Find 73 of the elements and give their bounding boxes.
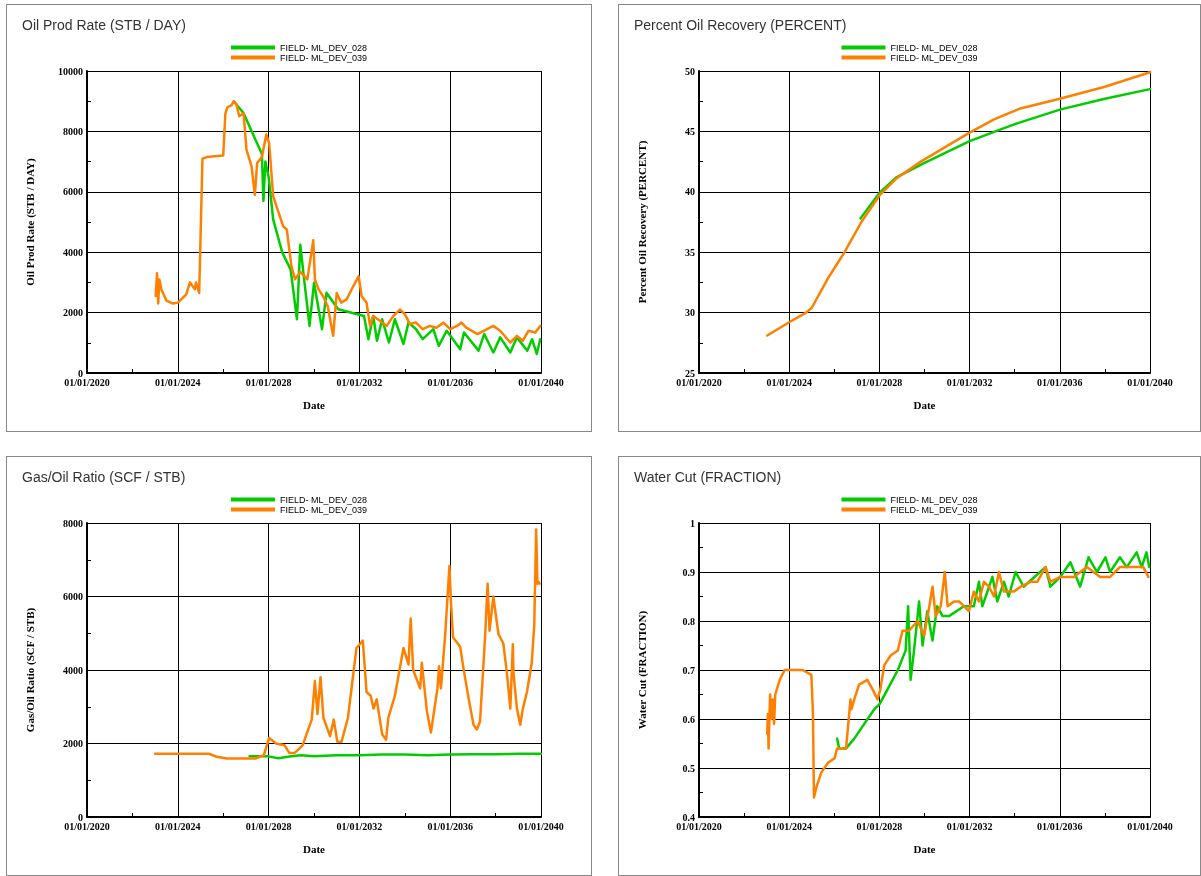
y-tick-label: 1 — [690, 517, 695, 529]
x-tick-label: 01/01/2036 — [1037, 376, 1083, 388]
y-axis-title: Water Cut (FRACTION) — [635, 610, 649, 730]
x-tick-label: 01/01/2032 — [336, 820, 383, 832]
y-tick-label: 30 — [685, 307, 695, 319]
x-tick-label: 01/01/2032 — [336, 376, 383, 388]
chart-title: Gas/Oil Ratio (SCF / STB) — [22, 469, 186, 485]
x-tick-label: 01/01/2040 — [518, 820, 564, 832]
line-series — [154, 99, 542, 344]
x-axis-title: Date — [303, 842, 326, 855]
y-tick-label: 6000 — [63, 186, 83, 198]
x-tick-label: 01/01/2032 — [946, 820, 993, 832]
y-tick-label: 8000 — [63, 125, 83, 137]
y-tick-label: 0.8 — [682, 615, 695, 627]
x-tick-label: 01/01/2028 — [245, 820, 292, 832]
y-tick-label: 2000 — [63, 307, 83, 319]
x-tick-label: 01/01/2024 — [155, 820, 201, 832]
x-tick-label: 01/01/2024 — [155, 376, 201, 388]
x-axis-title: Date — [913, 398, 936, 411]
y-tick-label: 0 — [78, 367, 83, 379]
y-axis-title: Percent Oil Recovery (PERCENT) — [635, 140, 649, 304]
legend-label: FIELD- ML_DEV_039 — [890, 504, 978, 515]
x-tick-label: 01/01/2024 — [766, 376, 812, 388]
x-tick-label: 01/01/2036 — [427, 376, 473, 388]
x-tick-label: 01/01/2036 — [427, 820, 473, 832]
y-tick-label: 0.4 — [682, 811, 695, 823]
x-axis-title: Date — [913, 842, 936, 855]
legend-label: FIELD- ML_DEV_039 — [279, 504, 368, 515]
chart-title: Oil Prod Rate (STB / DAY) — [22, 17, 186, 33]
y-tick-label: 0 — [78, 811, 83, 823]
y-tick-label: 2000 — [63, 738, 83, 749]
y-tick-label: 35 — [685, 246, 695, 258]
chart-title: Percent Oil Recovery (PERCENT) — [634, 17, 847, 33]
legend-label: FIELD- ML_DEV_028 — [279, 494, 368, 505]
x-tick-label: 01/01/2040 — [1127, 376, 1173, 388]
x-tick-label: 01/01/2020 — [676, 376, 722, 388]
y-tick-label: 25 — [685, 367, 695, 379]
legend-label: FIELD- ML_DEV_028 — [890, 494, 978, 505]
y-tick-label: 10000 — [58, 65, 83, 77]
x-tick-label: 01/01/2040 — [1127, 820, 1173, 832]
y-tick-label: 8000 — [63, 517, 83, 529]
y-tick-label: 45 — [685, 125, 695, 137]
legend-label: FIELD- ML_DEV_028 — [890, 42, 978, 53]
y-axis-title: Oil Prod Rate (STB / DAY) — [23, 157, 37, 286]
legend-label: FIELD- ML_DEV_039 — [279, 52, 368, 63]
x-tick-label: 01/01/2020 — [64, 820, 110, 832]
legend-label: FIELD- ML_DEV_039 — [890, 52, 978, 63]
y-tick-label: 0.9 — [682, 566, 695, 578]
y-tick-label: 0.6 — [682, 713, 695, 725]
x-tick-label: 01/01/2024 — [766, 820, 812, 832]
y-tick-label: 0.7 — [682, 664, 695, 676]
y-tick-label: 50 — [685, 65, 695, 77]
y-tick-label: 40 — [685, 186, 695, 198]
x-tick-label: 01/01/2036 — [1037, 820, 1083, 832]
line-series — [765, 70, 1152, 337]
line-series — [859, 87, 1152, 220]
line-series — [765, 565, 1150, 799]
y-tick-label: 4000 — [63, 664, 83, 676]
x-tick-label: 01/01/2028 — [856, 820, 903, 832]
x-tick-label: 01/01/2020 — [64, 376, 110, 388]
x-tick-label: 01/01/2028 — [856, 376, 903, 388]
x-tick-label: 01/01/2028 — [245, 376, 292, 388]
x-tick-label: 01/01/2040 — [518, 376, 564, 388]
line-series — [153, 528, 541, 760]
y-tick-label: 0.5 — [682, 762, 695, 774]
x-axis-title: Date — [303, 398, 326, 411]
x-tick-label: 01/01/2032 — [946, 376, 993, 388]
legend-label: FIELD- ML_DEV_028 — [279, 42, 368, 53]
y-axis-title: Gas/Oil Ratio (SCF / STB) — [23, 607, 37, 733]
x-tick-label: 01/01/2020 — [676, 820, 722, 832]
y-tick-label: 6000 — [63, 591, 83, 602]
y-tick-label: 4000 — [63, 246, 83, 258]
chart-title: Water Cut (FRACTION) — [634, 469, 782, 485]
